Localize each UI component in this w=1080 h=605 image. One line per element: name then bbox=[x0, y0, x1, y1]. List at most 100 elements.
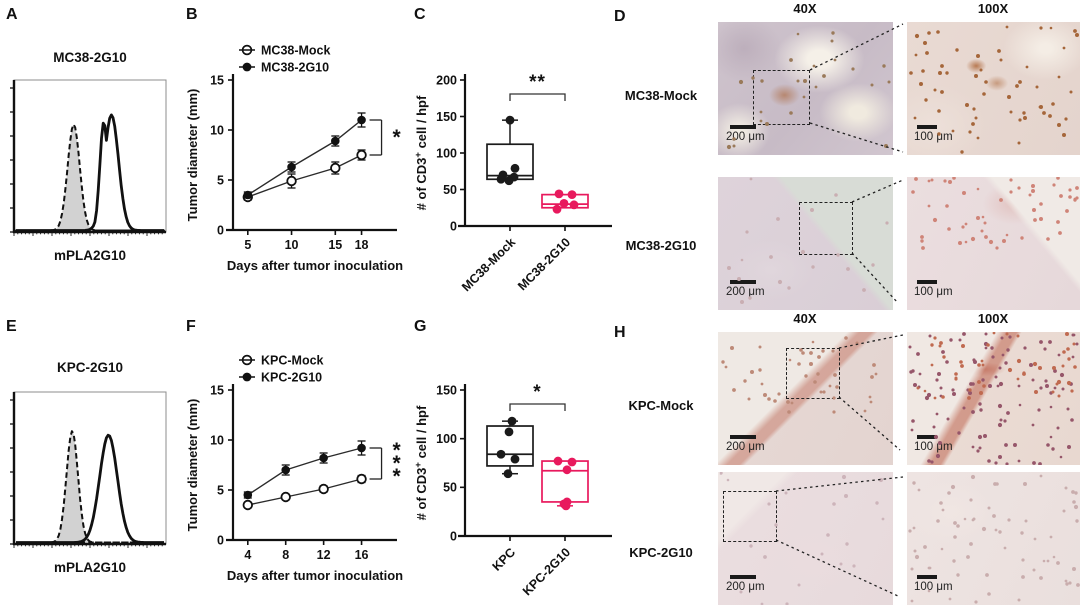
svg-text:15: 15 bbox=[210, 383, 224, 397]
panel-letter-a: A bbox=[6, 6, 18, 23]
series-KPC-Mock bbox=[242, 473, 367, 511]
tissue-speckles bbox=[907, 22, 909, 24]
svg-text:KPC-Mock: KPC-Mock bbox=[261, 353, 324, 367]
tissue-speckles bbox=[907, 472, 909, 474]
cd3-boxplot-mc38: 0 50 100 150 200 # of CD3+ cell / hpf MC38-Moc… bbox=[413, 72, 612, 294]
zoom-region-box bbox=[753, 70, 810, 125]
legend-item-MC38-2G10: MC38-2G10 bbox=[239, 60, 329, 74]
scale-bar bbox=[917, 575, 937, 579]
data-point bbox=[569, 200, 579, 210]
svg-text:5: 5 bbox=[217, 173, 224, 187]
svg-text:10: 10 bbox=[210, 433, 224, 447]
histology-kpc-2g10-100x: 100 μm bbox=[907, 472, 1080, 605]
row-label-mc38-mock: MC38-Mock bbox=[624, 88, 698, 103]
svg-text:Tumor diameter (mm): Tumor diameter (mm) bbox=[185, 399, 200, 532]
scale-bar bbox=[917, 280, 937, 284]
svg-text:0: 0 bbox=[217, 533, 224, 547]
tumor-growth-chart-kpc: 0 5 10 15 4 8 12 16 Tumor diameter (mm) Days afte… bbox=[185, 353, 403, 583]
box-group-MC38-2G10 bbox=[541, 189, 589, 214]
significance-bracket: * bbox=[509, 382, 566, 411]
svg-text:MC38-Mock: MC38-Mock bbox=[261, 43, 331, 57]
svg-text:KPC: KPC bbox=[490, 545, 519, 574]
tissue-speckles bbox=[718, 332, 720, 334]
histology-kpc-2g10-40x: 200 μm bbox=[718, 472, 893, 605]
data-point bbox=[507, 416, 517, 426]
svg-text:*: * bbox=[393, 126, 402, 149]
svg-text:Tumor diameter (mm): Tumor diameter (mm) bbox=[185, 89, 200, 222]
svg-text:0: 0 bbox=[450, 219, 457, 233]
zoom-region-box bbox=[786, 348, 840, 399]
significance-bracket: ** bbox=[509, 72, 566, 101]
magnification-header-40x: 40X bbox=[793, 311, 817, 326]
svg-text:15: 15 bbox=[210, 73, 224, 87]
svg-text:MC38-2G10: MC38-2G10 bbox=[261, 60, 329, 74]
svg-text:MC38-2G10: MC38-2G10 bbox=[515, 235, 573, 293]
scale-bar-label: 200 μm bbox=[726, 131, 765, 143]
svg-text:100: 100 bbox=[436, 432, 457, 446]
svg-text:10: 10 bbox=[285, 238, 299, 252]
data-point bbox=[510, 163, 520, 173]
flow-curve-stained_sample bbox=[16, 433, 164, 544]
histology-mc38-2g10-40x: 200 μm bbox=[718, 177, 893, 310]
svg-text:0: 0 bbox=[450, 529, 457, 543]
scale-bar-label: 200 μm bbox=[726, 441, 765, 453]
svg-text:18: 18 bbox=[355, 238, 369, 252]
data-point bbox=[496, 449, 506, 459]
series-MC38-Mock bbox=[242, 149, 367, 203]
scale-bar bbox=[917, 435, 937, 439]
svg-text:KPC-2G10: KPC-2G10 bbox=[520, 545, 573, 598]
tissue-speckles bbox=[718, 22, 720, 24]
svg-text:*: * bbox=[533, 382, 541, 403]
box-group-KPC bbox=[486, 416, 534, 479]
svg-text:8: 8 bbox=[282, 548, 289, 562]
svg-text:50: 50 bbox=[443, 481, 457, 495]
significance-bracket: *** bbox=[369, 439, 402, 488]
tissue-speckles bbox=[718, 472, 720, 474]
scale-bar bbox=[917, 125, 937, 129]
svg-text:200: 200 bbox=[436, 73, 457, 87]
histology-mc38-mock-100x: 100 μm bbox=[907, 22, 1080, 155]
data-point bbox=[505, 115, 515, 125]
panel-letter-g: G bbox=[414, 318, 427, 335]
panel-letter-h: H bbox=[614, 324, 626, 341]
row-label-kpc-mock: KPC-Mock bbox=[628, 398, 694, 413]
flow-histogram-mc38-2g10 bbox=[10, 79, 167, 236]
scale-bar-label: 100 μm bbox=[914, 441, 953, 453]
tissue-speckles bbox=[907, 177, 909, 179]
series-KPC-2G10 bbox=[243, 440, 366, 500]
svg-text:10: 10 bbox=[210, 123, 224, 137]
scale-bar bbox=[730, 435, 756, 439]
scale-bar-label: 100 μm bbox=[914, 286, 953, 298]
panel-letter-e: E bbox=[6, 318, 17, 335]
flow-curve-stained_sample bbox=[16, 113, 164, 232]
svg-text:Days after tumor inoculation: Days after tumor inoculation bbox=[227, 258, 403, 273]
histology-mc38-mock-40x: 200 μm bbox=[718, 22, 893, 155]
scale-bar bbox=[730, 575, 756, 579]
svg-text:# of CD3+ cell / hpf: # of CD3+ cell / hpf bbox=[413, 95, 429, 210]
scale-bar-label: 100 μm bbox=[914, 131, 953, 143]
significance-bracket: * bbox=[369, 119, 402, 156]
legend-item-MC38-Mock: MC38-Mock bbox=[239, 43, 331, 57]
histology-kpc-mock-100x: 100 μm bbox=[907, 332, 1080, 465]
legend-item-KPC-Mock: KPC-Mock bbox=[239, 353, 324, 367]
data-point bbox=[562, 465, 572, 475]
svg-text:# of CD3+ cell / hpf: # of CD3+ cell / hpf bbox=[413, 405, 429, 520]
svg-text:12: 12 bbox=[317, 548, 331, 562]
flow-histogram-kpc-2g10 bbox=[10, 391, 167, 548]
scale-bar-label: 200 μm bbox=[726, 286, 765, 298]
zoom-region-box bbox=[799, 202, 853, 255]
box-group-KPC-2G10 bbox=[541, 456, 589, 511]
data-point bbox=[552, 204, 562, 214]
svg-text:15: 15 bbox=[328, 238, 342, 252]
panel-e-title: KPC-2G10 bbox=[56, 360, 124, 375]
svg-text:MC38-Mock: MC38-Mock bbox=[459, 235, 518, 294]
svg-text:KPC-2G10: KPC-2G10 bbox=[261, 370, 322, 384]
tissue-speckles bbox=[718, 177, 720, 179]
svg-text:100: 100 bbox=[436, 146, 457, 160]
svg-text:5: 5 bbox=[217, 483, 224, 497]
svg-text:*: * bbox=[393, 452, 402, 475]
tissue-speckles bbox=[907, 332, 909, 334]
svg-text:0: 0 bbox=[217, 223, 224, 237]
svg-text:*: * bbox=[393, 465, 402, 488]
